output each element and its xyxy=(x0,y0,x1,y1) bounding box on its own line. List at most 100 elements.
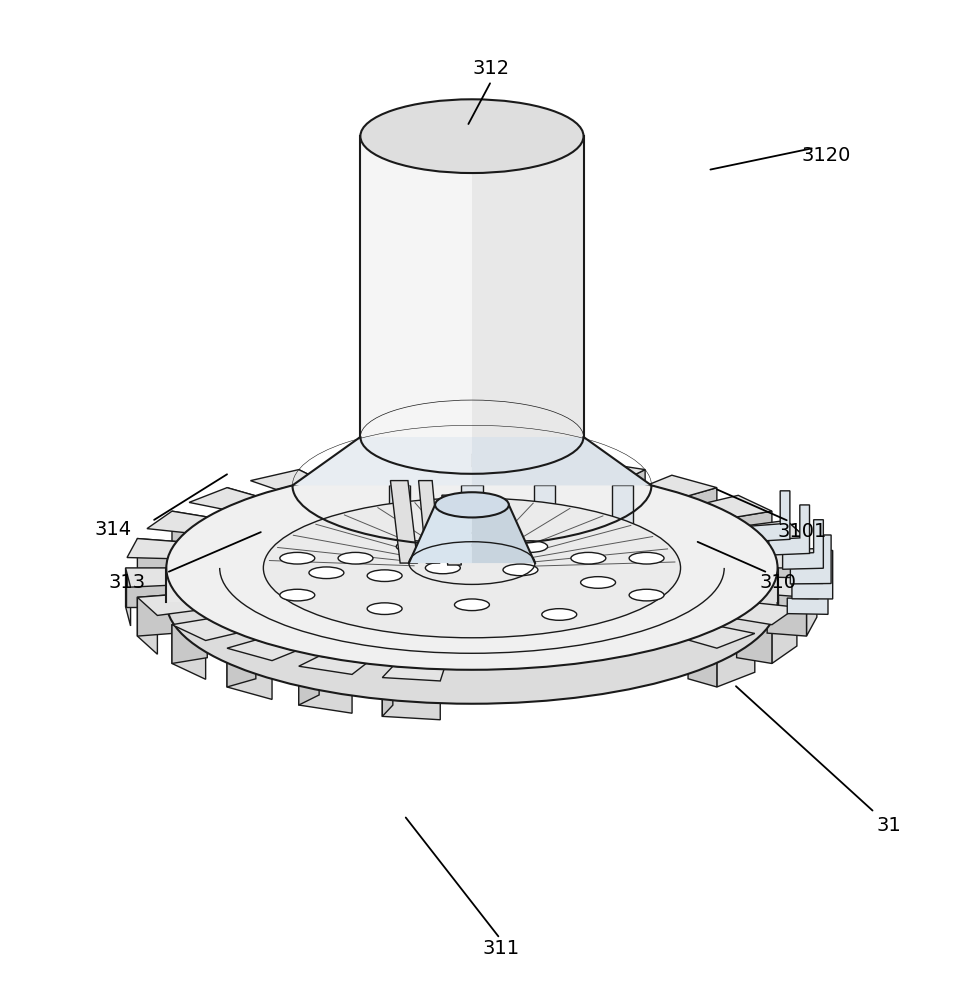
Text: 3101: 3101 xyxy=(777,522,826,541)
Polygon shape xyxy=(707,495,772,517)
Polygon shape xyxy=(299,470,319,518)
Polygon shape xyxy=(717,633,755,687)
Polygon shape xyxy=(472,437,652,485)
Polygon shape xyxy=(137,539,177,580)
Polygon shape xyxy=(688,488,717,535)
Polygon shape xyxy=(360,136,472,437)
Polygon shape xyxy=(777,568,818,607)
Polygon shape xyxy=(767,577,817,597)
Polygon shape xyxy=(749,520,807,542)
Polygon shape xyxy=(299,666,352,713)
Polygon shape xyxy=(382,666,444,681)
Polygon shape xyxy=(147,511,207,533)
Ellipse shape xyxy=(630,589,664,601)
Polygon shape xyxy=(227,640,256,687)
Polygon shape xyxy=(737,511,772,556)
Ellipse shape xyxy=(435,492,509,517)
Polygon shape xyxy=(137,594,195,615)
Polygon shape xyxy=(172,619,207,663)
Ellipse shape xyxy=(542,609,577,620)
Polygon shape xyxy=(472,136,584,437)
Polygon shape xyxy=(737,619,772,663)
Polygon shape xyxy=(227,648,272,699)
Polygon shape xyxy=(786,520,807,577)
Ellipse shape xyxy=(309,567,343,579)
Polygon shape xyxy=(299,656,366,674)
Polygon shape xyxy=(774,549,818,568)
Polygon shape xyxy=(382,678,440,720)
Ellipse shape xyxy=(454,599,489,611)
Text: 314: 314 xyxy=(94,520,131,539)
Ellipse shape xyxy=(571,552,606,564)
Polygon shape xyxy=(767,594,807,636)
Polygon shape xyxy=(418,481,440,563)
Polygon shape xyxy=(327,458,393,475)
Polygon shape xyxy=(472,505,535,563)
Text: 31: 31 xyxy=(877,816,902,835)
Polygon shape xyxy=(250,470,319,490)
Polygon shape xyxy=(388,485,410,568)
Polygon shape xyxy=(625,470,645,518)
Polygon shape xyxy=(172,625,205,679)
Polygon shape xyxy=(137,594,177,636)
Polygon shape xyxy=(127,539,177,559)
Polygon shape xyxy=(688,640,717,687)
Polygon shape xyxy=(461,485,483,568)
Polygon shape xyxy=(813,549,818,607)
Polygon shape xyxy=(299,656,319,705)
Polygon shape xyxy=(612,485,633,568)
Ellipse shape xyxy=(503,564,538,576)
Ellipse shape xyxy=(360,99,584,173)
Text: 311: 311 xyxy=(483,939,520,958)
Polygon shape xyxy=(227,488,256,535)
Polygon shape xyxy=(293,437,472,485)
Ellipse shape xyxy=(630,552,664,564)
Polygon shape xyxy=(790,535,831,584)
Polygon shape xyxy=(767,539,807,580)
Ellipse shape xyxy=(454,533,489,545)
Ellipse shape xyxy=(581,577,616,588)
Polygon shape xyxy=(792,550,833,599)
Polygon shape xyxy=(500,455,561,470)
Polygon shape xyxy=(772,607,797,663)
Polygon shape xyxy=(749,491,790,542)
Ellipse shape xyxy=(513,541,548,552)
Polygon shape xyxy=(409,505,472,563)
Polygon shape xyxy=(782,520,823,569)
Polygon shape xyxy=(189,488,256,509)
Polygon shape xyxy=(227,640,296,661)
Polygon shape xyxy=(551,458,561,508)
Ellipse shape xyxy=(367,570,402,581)
Polygon shape xyxy=(787,566,828,614)
Polygon shape xyxy=(382,666,393,716)
Polygon shape xyxy=(737,603,797,625)
Ellipse shape xyxy=(425,562,460,574)
Polygon shape xyxy=(534,485,556,568)
Polygon shape xyxy=(769,505,810,555)
Polygon shape xyxy=(382,458,393,508)
Polygon shape xyxy=(442,495,461,565)
Ellipse shape xyxy=(166,466,777,670)
Polygon shape xyxy=(172,511,207,556)
Ellipse shape xyxy=(280,552,315,564)
Polygon shape xyxy=(472,568,777,602)
Polygon shape xyxy=(648,475,717,496)
Polygon shape xyxy=(414,454,472,468)
Text: 313: 313 xyxy=(109,573,146,592)
Ellipse shape xyxy=(367,603,402,614)
Polygon shape xyxy=(126,568,166,607)
Text: 3120: 3120 xyxy=(802,146,850,165)
Ellipse shape xyxy=(280,589,315,601)
Polygon shape xyxy=(166,568,472,602)
Polygon shape xyxy=(126,568,130,626)
Polygon shape xyxy=(688,627,755,648)
Polygon shape xyxy=(578,461,645,480)
Text: 310: 310 xyxy=(759,573,796,592)
Polygon shape xyxy=(137,597,158,654)
Polygon shape xyxy=(172,619,237,641)
Polygon shape xyxy=(390,481,417,563)
Text: 312: 312 xyxy=(473,59,510,78)
Polygon shape xyxy=(807,578,817,636)
Polygon shape xyxy=(126,568,170,587)
Ellipse shape xyxy=(264,498,680,638)
